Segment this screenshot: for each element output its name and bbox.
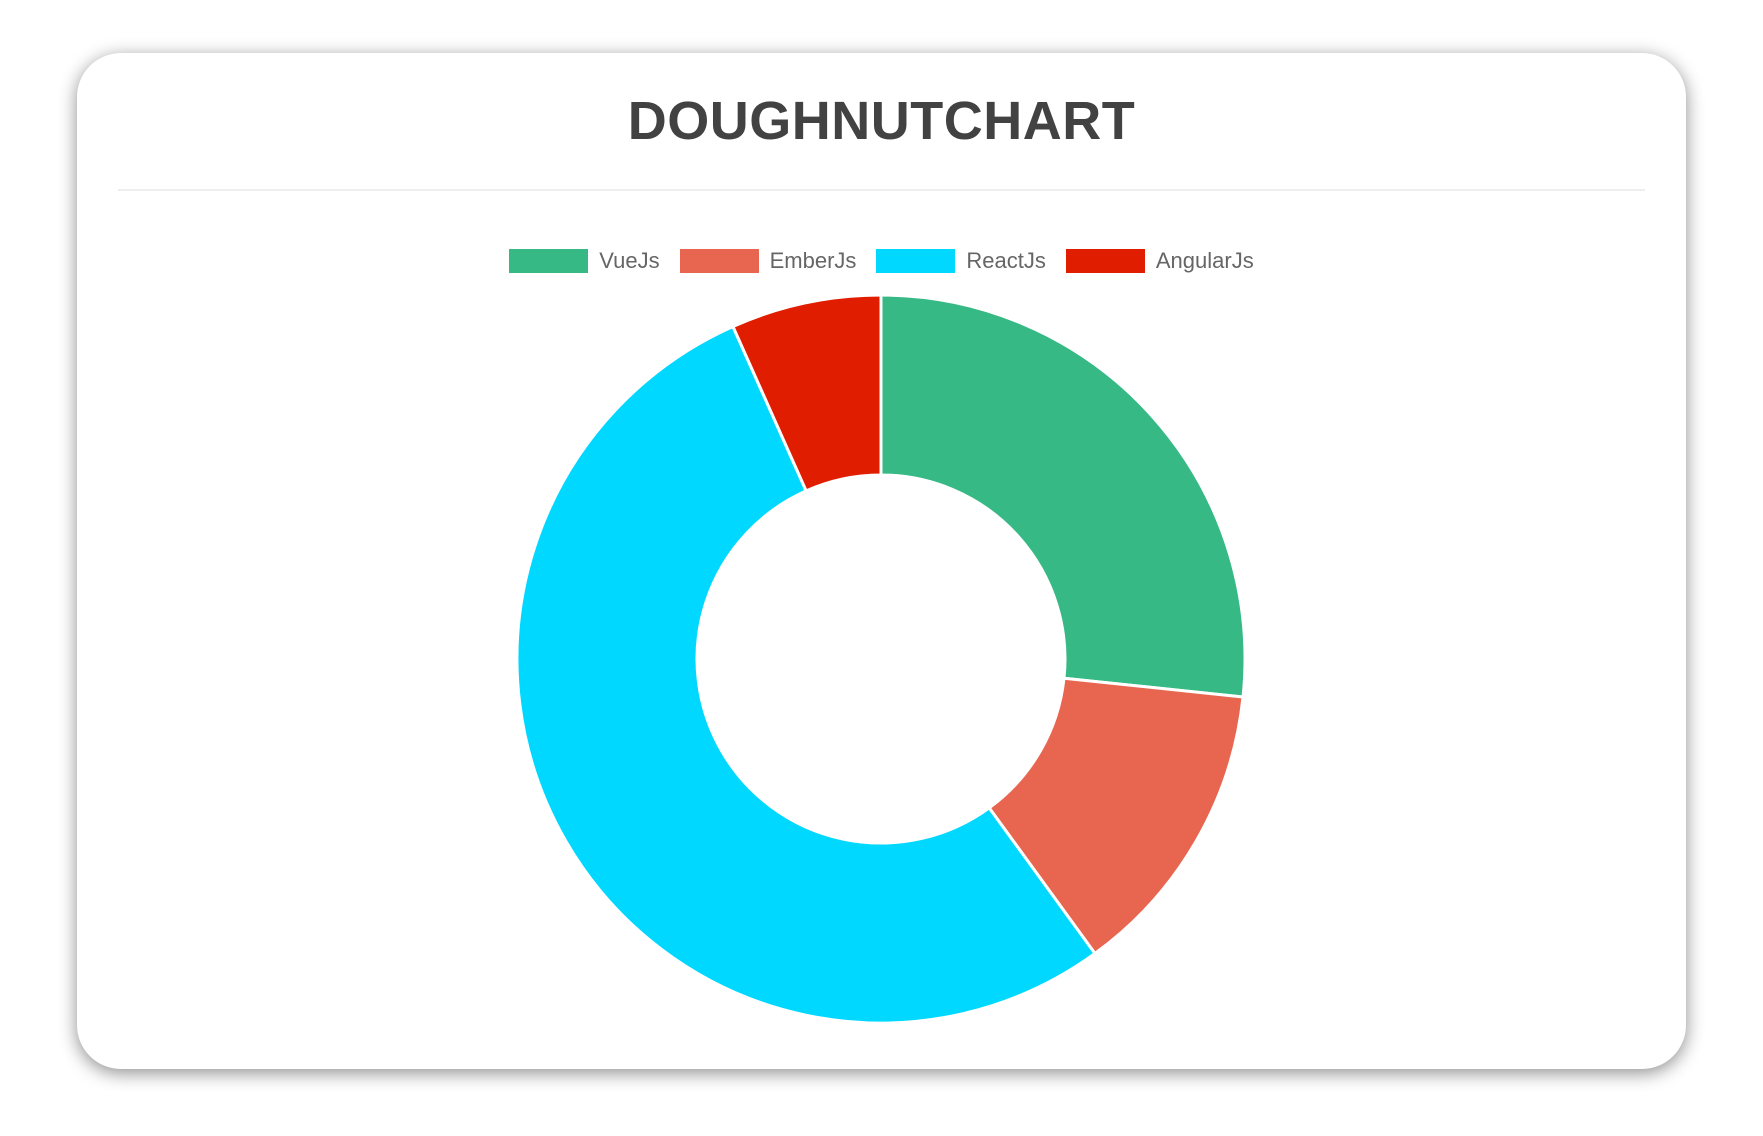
legend-swatch <box>1065 249 1145 273</box>
legend-label: VueJs <box>599 248 660 273</box>
legend-item-reactjs[interactable]: ReactJs <box>876 248 1046 274</box>
legend-item-emberjs[interactable]: EmberJs <box>679 248 857 274</box>
chart-title: DOUGHNUTCHART <box>627 91 1136 151</box>
legend-label: EmberJs <box>769 248 857 273</box>
slice-reactjs[interactable] <box>515 324 1098 1025</box>
legend-swatch <box>876 249 956 273</box>
legend-swatch <box>679 249 759 273</box>
legend-label: AngularJs <box>1155 248 1254 273</box>
slice-angularjs[interactable] <box>730 293 883 493</box>
legend-item-vuejs[interactable]: VueJs <box>509 248 660 274</box>
legend: VueJs EmberJs ReactJs AngularJs <box>0 248 1763 274</box>
slice-emberjs[interactable] <box>987 676 1245 956</box>
legend-label: ReactJs <box>966 248 1046 273</box>
legend-item-angularjs[interactable]: AngularJs <box>1065 248 1254 274</box>
legend-swatch <box>509 249 589 273</box>
divider <box>118 189 1645 191</box>
slice-vuejs[interactable] <box>879 293 1247 699</box>
